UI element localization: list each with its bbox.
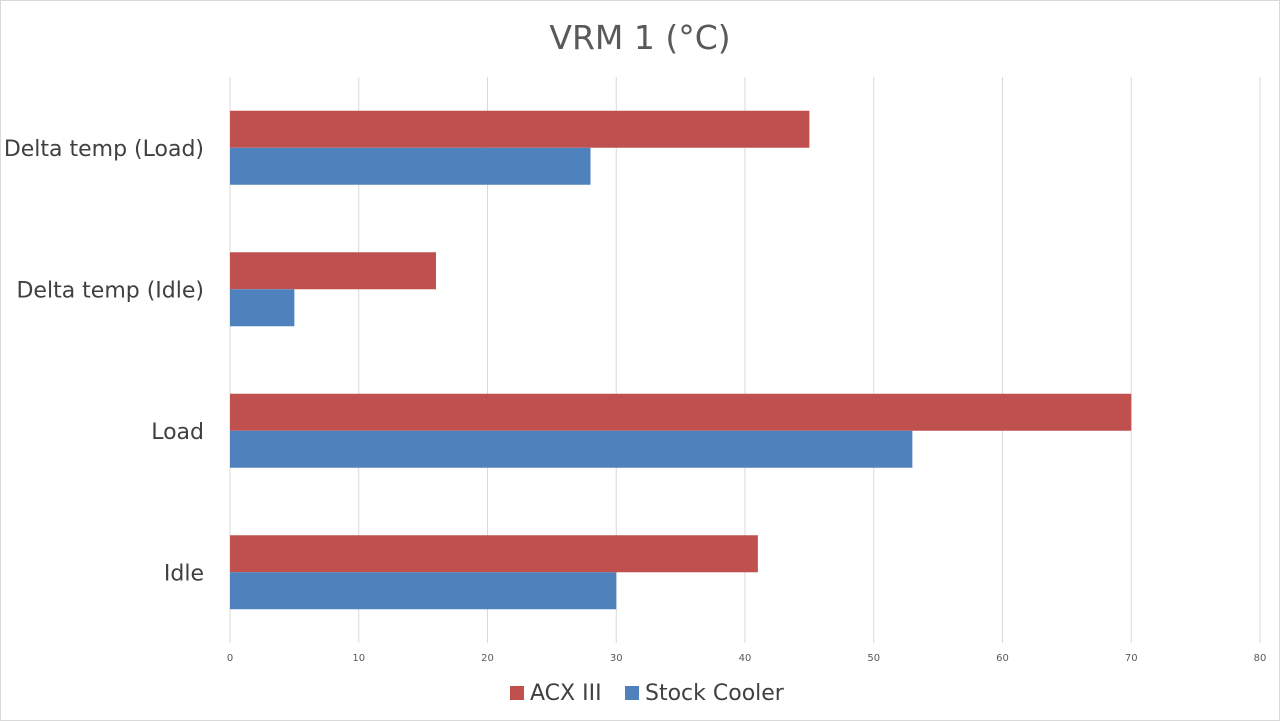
x-tick-label: 0 <box>227 653 233 664</box>
bar-stock-cooler <box>230 289 295 327</box>
x-tick-label: 30 <box>610 653 623 664</box>
bar-stock-cooler <box>230 572 617 610</box>
category-label: Delta temp (Load) <box>4 137 204 162</box>
legend: ACX III Stock Cooler <box>510 681 785 706</box>
bar-stock-cooler <box>230 147 591 185</box>
category-label: Load <box>151 420 204 445</box>
category-label: Idle <box>164 561 204 586</box>
legend-swatch <box>625 686 639 700</box>
category-labels: Delta temp (Load) Delta temp (Idle) Load Id… <box>4 137 204 587</box>
bar-acx-iii <box>230 393 1132 431</box>
bar-acx-iii <box>230 110 810 148</box>
x-tick-label: 60 <box>996 653 1009 664</box>
x-tick-label: 80 <box>1254 653 1267 664</box>
x-tick-label: 20 <box>481 653 494 664</box>
bar-stock-cooler <box>230 430 913 468</box>
x-tick-labels: 0 10 20 30 40 50 60 70 80 <box>227 653 1267 664</box>
x-tick-label: 50 <box>867 653 880 664</box>
category-label: Delta temp (Idle) <box>16 278 204 303</box>
x-tick-label: 70 <box>1125 653 1138 664</box>
x-tick-label: 40 <box>739 653 752 664</box>
bar-acx-iii <box>230 252 436 290</box>
bars <box>230 110 1132 610</box>
legend-swatch <box>510 686 524 700</box>
bar-acx-iii <box>230 535 758 573</box>
legend-label: Stock Cooler <box>645 681 785 706</box>
legend-label: ACX III <box>530 681 602 706</box>
chart-title: VRM 1 (°C) <box>549 18 730 57</box>
x-tick-label: 10 <box>352 653 365 664</box>
